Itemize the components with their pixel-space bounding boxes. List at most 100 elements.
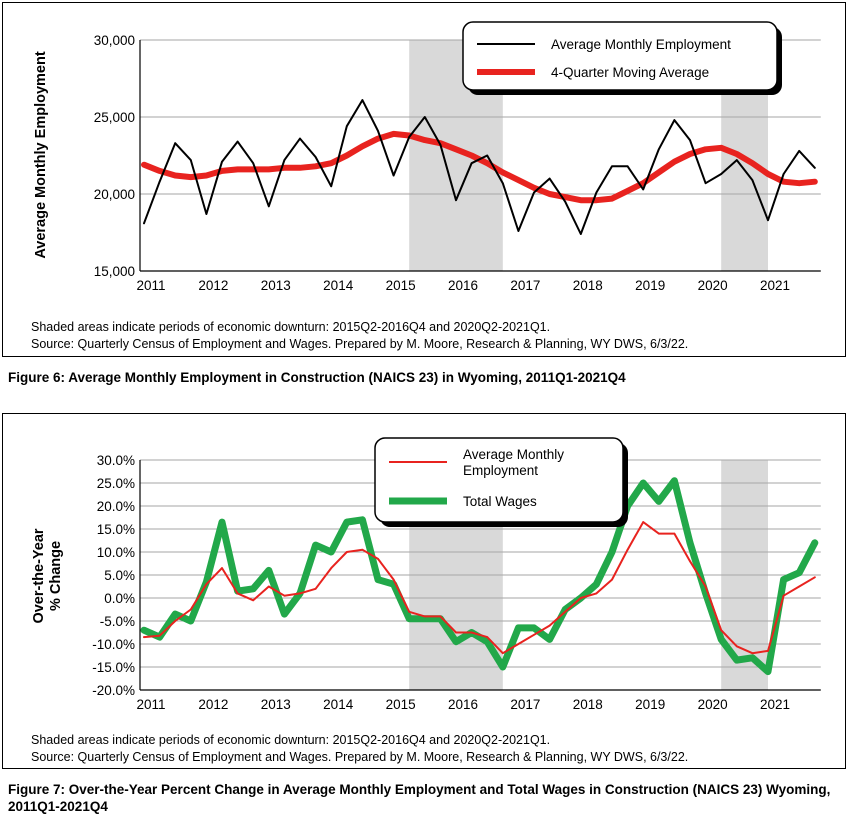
data-point-series-0 (392, 578, 395, 581)
x-tick-label: 2016 (448, 697, 478, 712)
data-point-series-0 (439, 143, 442, 146)
data-point-series-0 (268, 205, 270, 208)
data-point-series-0 (502, 182, 504, 185)
data-point-series-1 (517, 627, 520, 629)
data-point-series-1 (533, 187, 535, 189)
data-point-series-1 (408, 617, 411, 620)
data-point-series-0 (205, 213, 208, 215)
data-point-series-1 (798, 182, 800, 185)
data-point-series-1 (517, 179, 520, 181)
data-point-series-0 (377, 130, 379, 132)
data-point-series-0 (767, 650, 769, 652)
x-tick-label: 2017 (510, 697, 540, 712)
data-point-series-1 (283, 613, 286, 615)
legend-entry: Average Monthly Employment (463, 447, 564, 478)
data-point-series-0 (751, 179, 754, 181)
legend-entry: Average Monthly Employment (551, 37, 731, 52)
figure-6-source-note: Source: Quarterly Census of Employment a… (31, 337, 689, 351)
data-point-series-0 (190, 608, 192, 611)
figure-6-chart-panel: 15,000 20,000 25,000 30,000 2011 2012 2013 2014… (2, 2, 846, 357)
data-point-series-0 (346, 125, 348, 128)
data-point-series-0 (673, 119, 676, 121)
data-point-series-0 (704, 182, 707, 185)
data-point-series-0 (424, 116, 426, 118)
figure-7-source-note: Source: Quarterly Census of Employment a… (31, 750, 689, 764)
figure-7-chart-panel: -20.0% -15.0% -10.0% -5.0% 0.0% 5.0% 10.0% 15.0… (2, 413, 846, 769)
data-point-series-0 (502, 652, 504, 654)
data-point-series-1 (361, 519, 364, 521)
data-point-series-1 (580, 199, 582, 201)
data-point-series-1 (689, 542, 691, 544)
data-point-series-0 (736, 159, 738, 161)
data-point-series-1 (533, 627, 535, 629)
y-tick-label: 30.0% (97, 453, 135, 468)
data-point-series-1 (346, 154, 348, 157)
data-point-series-1 (611, 551, 613, 553)
data-point-series-0 (782, 594, 785, 597)
data-point-series-0 (814, 167, 816, 169)
x-tick-label: 2015 (386, 278, 416, 293)
data-point-series-0 (424, 615, 426, 618)
data-point-series-0 (361, 548, 364, 551)
y-axis-title-line: % Change (48, 541, 64, 611)
data-point-series-1 (564, 196, 566, 198)
data-point-series-1 (658, 171, 660, 174)
data-point-series-0 (470, 162, 473, 164)
data-point-series-0 (595, 191, 598, 194)
data-point-series-0 (236, 140, 239, 143)
data-point-series-0 (299, 592, 301, 595)
data-point-series-1 (158, 170, 161, 172)
y-tick-label: 15,000 (94, 264, 135, 279)
data-point-series-0 (642, 521, 644, 523)
data-point-series-0 (143, 636, 145, 638)
data-point-series-1 (221, 521, 223, 523)
data-point-series-1 (330, 551, 333, 553)
data-point-series-0 (455, 199, 457, 201)
data-point-series-0 (299, 137, 301, 140)
data-point-series-1 (564, 608, 566, 611)
data-point-series-1 (751, 657, 754, 659)
data-point-series-0 (330, 567, 333, 569)
data-point-series-0 (517, 643, 520, 645)
data-point-series-0 (158, 634, 161, 637)
data-point-series-1 (658, 500, 660, 503)
x-tick-label: 2020 (698, 278, 728, 293)
data-point-series-1 (424, 139, 426, 141)
data-point-series-1 (767, 670, 769, 673)
data-point-series-0 (533, 191, 535, 194)
data-point-series-0 (268, 585, 270, 588)
data-point-series-0 (564, 200, 566, 203)
data-point-series-1 (205, 581, 208, 583)
data-point-series-1 (455, 640, 457, 643)
data-point-series-1 (314, 165, 317, 168)
data-point-series-0 (720, 629, 722, 631)
series-line-0 (143, 521, 816, 655)
data-point-series-0 (252, 599, 254, 602)
legend-entry-line: Average Monthly (463, 447, 564, 462)
x-tick-label: 2019 (635, 278, 665, 293)
x-tick-label: 2013 (261, 697, 291, 712)
data-point-series-1 (751, 162, 754, 164)
data-point-series-1 (673, 479, 676, 482)
data-point-series-0 (346, 551, 348, 553)
data-point-series-1 (424, 617, 426, 620)
data-point-series-1 (548, 638, 551, 641)
y-tick-label: -20.0% (92, 683, 135, 698)
data-point-series-1 (299, 167, 301, 169)
data-point-series-1 (392, 133, 395, 135)
data-point-series-0 (798, 585, 800, 588)
y-tick-label: 20.0% (97, 499, 135, 514)
data-point-series-1 (205, 174, 208, 177)
data-point-series-0 (252, 162, 254, 164)
x-tick-label: 2011 (136, 697, 165, 712)
data-point-series-1 (392, 583, 395, 585)
data-point-series-0 (314, 156, 317, 158)
data-point-series-0 (392, 174, 395, 177)
y-axis-title: Over-the-Year% Change (31, 528, 64, 623)
x-tick-label: 2018 (573, 697, 603, 712)
data-point-series-1 (626, 190, 629, 192)
data-point-series-1 (439, 617, 442, 620)
data-point-series-1 (486, 162, 489, 164)
data-point-series-0 (205, 583, 208, 585)
data-point-series-0 (377, 558, 379, 560)
